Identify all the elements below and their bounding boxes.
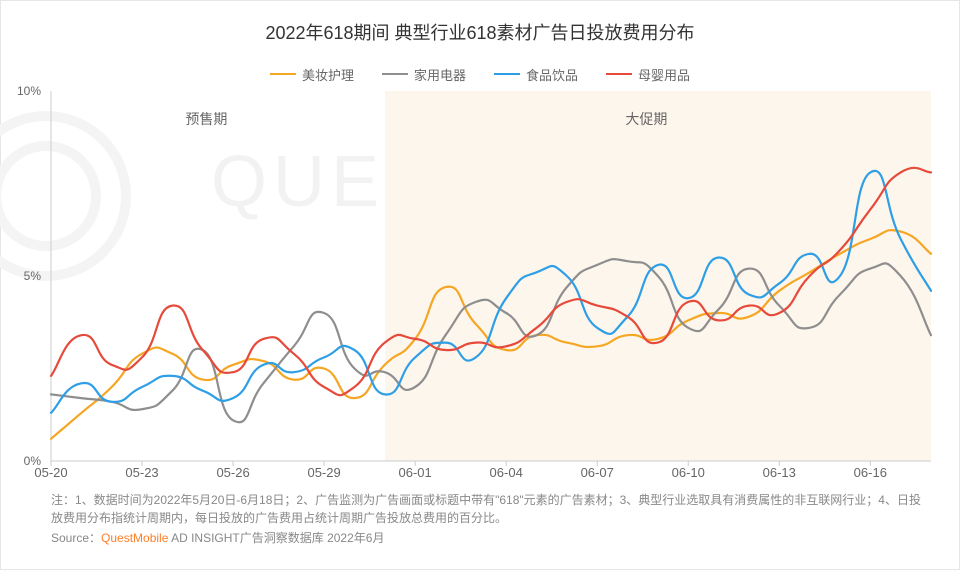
legend-swatch <box>382 73 408 75</box>
legend-item: 美妆护理 <box>270 65 354 84</box>
legend-swatch <box>270 73 296 75</box>
legend-label: 美妆护理 <box>302 65 354 84</box>
source-brand: QuestMobile <box>101 531 168 545</box>
legend-swatch <box>606 73 632 75</box>
legend-label: 家用电器 <box>414 65 466 84</box>
y-axis-tick-label: 5% <box>0 269 41 283</box>
footnote: 注：1、数据时间为2022年5月20日-6月18日；2、广告监测为广告画面或标题… <box>51 491 931 527</box>
chart-title: 2022年618期间 典型行业618素材广告日投放费用分布 <box>1 19 959 45</box>
series-line <box>51 259 931 422</box>
chart-container: QUEST MOBILE 2022年618期间 典型行业618素材广告日投放费用… <box>0 0 960 570</box>
legend-item: 家用电器 <box>382 65 466 84</box>
legend-swatch <box>494 73 520 75</box>
plot-area: 预售期大促期0%5%10%05-2005-2305-2605-2906-0106… <box>51 91 931 461</box>
y-axis-tick-label: 10% <box>0 84 41 98</box>
legend: 美妆护理 家用电器 食品饮品 母婴用品 <box>1 63 959 84</box>
source-suffix: AD INSIGHT广告洞察数据库 2022年6月 <box>168 531 384 545</box>
legend-item: 母婴用品 <box>606 65 690 84</box>
legend-item: 食品饮品 <box>494 65 578 84</box>
plot-svg <box>51 91 931 471</box>
source-prefix: Source： <box>51 531 101 545</box>
source-line: Source：QuestMobile AD INSIGHT广告洞察数据库 202… <box>51 529 384 546</box>
legend-label: 食品饮品 <box>526 65 578 84</box>
legend-label: 母婴用品 <box>638 65 690 84</box>
